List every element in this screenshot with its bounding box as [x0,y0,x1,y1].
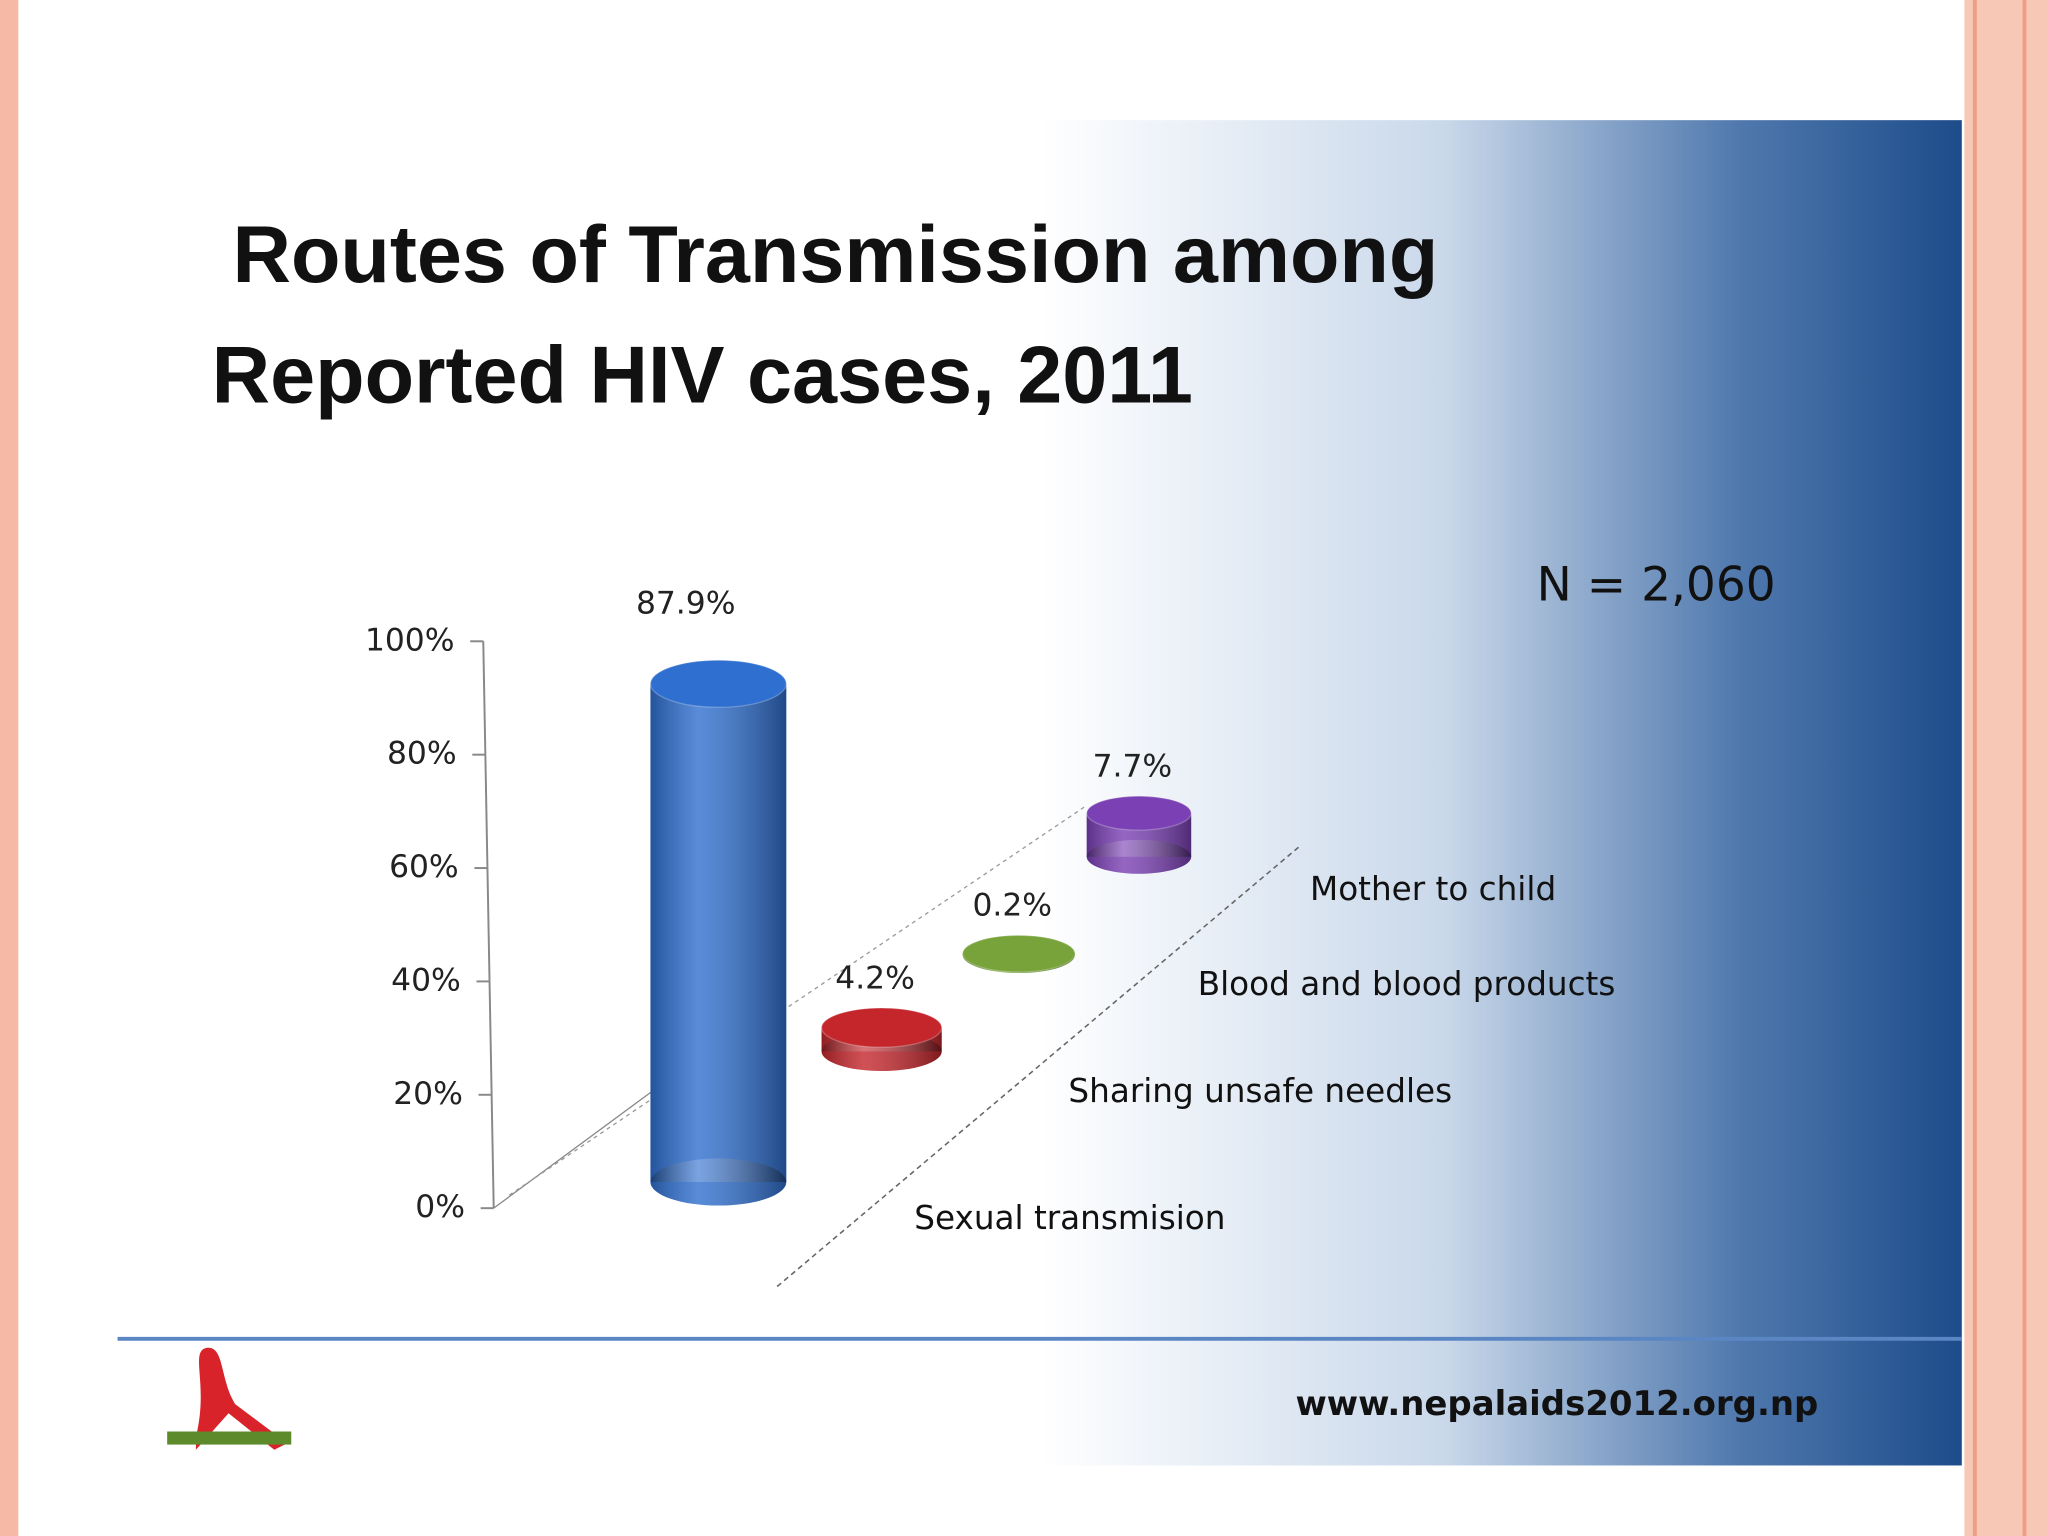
bar-top [1086,795,1192,831]
y-tick-label: 80% [387,736,457,772]
border-right [1964,0,2048,1536]
x-tick-label: Mother to child [1310,870,1556,908]
bar-base-shade [1086,839,1192,874]
floor-line [509,806,1085,1196]
y-tick-label: 20% [393,1076,463,1112]
bar-shade [650,683,787,1183]
annotation: N = 2,060 [1537,557,1776,612]
value-label: 4.2% [835,960,915,996]
y-tick-label: 60% [389,849,459,885]
bar-top [649,659,787,708]
value-label: 7.7% [1093,748,1173,784]
border-left [0,0,19,1536]
logo [167,1347,292,1450]
y-tick-label: 40% [391,962,461,998]
chart-title: Routes of Transmission among Reported HI… [211,210,1439,421]
x-tick-label: Sharing unsafe needles [1068,1072,1452,1110]
floor-line [776,845,1301,1288]
y-axis [482,641,495,1209]
bar-base-shade [650,1158,787,1206]
bar-top [820,1007,943,1048]
x-tick-label: Blood and blood products [1198,965,1616,1003]
x-tick-label: Sexual transmision [914,1199,1225,1237]
logo-ribbon [195,1347,288,1450]
y-tick-label: 0% [415,1189,465,1225]
floor-edge [493,1090,654,1209]
y-tick-label: 100% [365,622,455,658]
value-label: 0.2% [972,888,1052,924]
footer: www.nepalaids2012.org.np [1295,1384,1818,1424]
value-label: 87.9% [636,586,736,622]
logo-bar [167,1431,292,1445]
slide-background [117,120,1962,1466]
bar-top [961,934,1076,973]
